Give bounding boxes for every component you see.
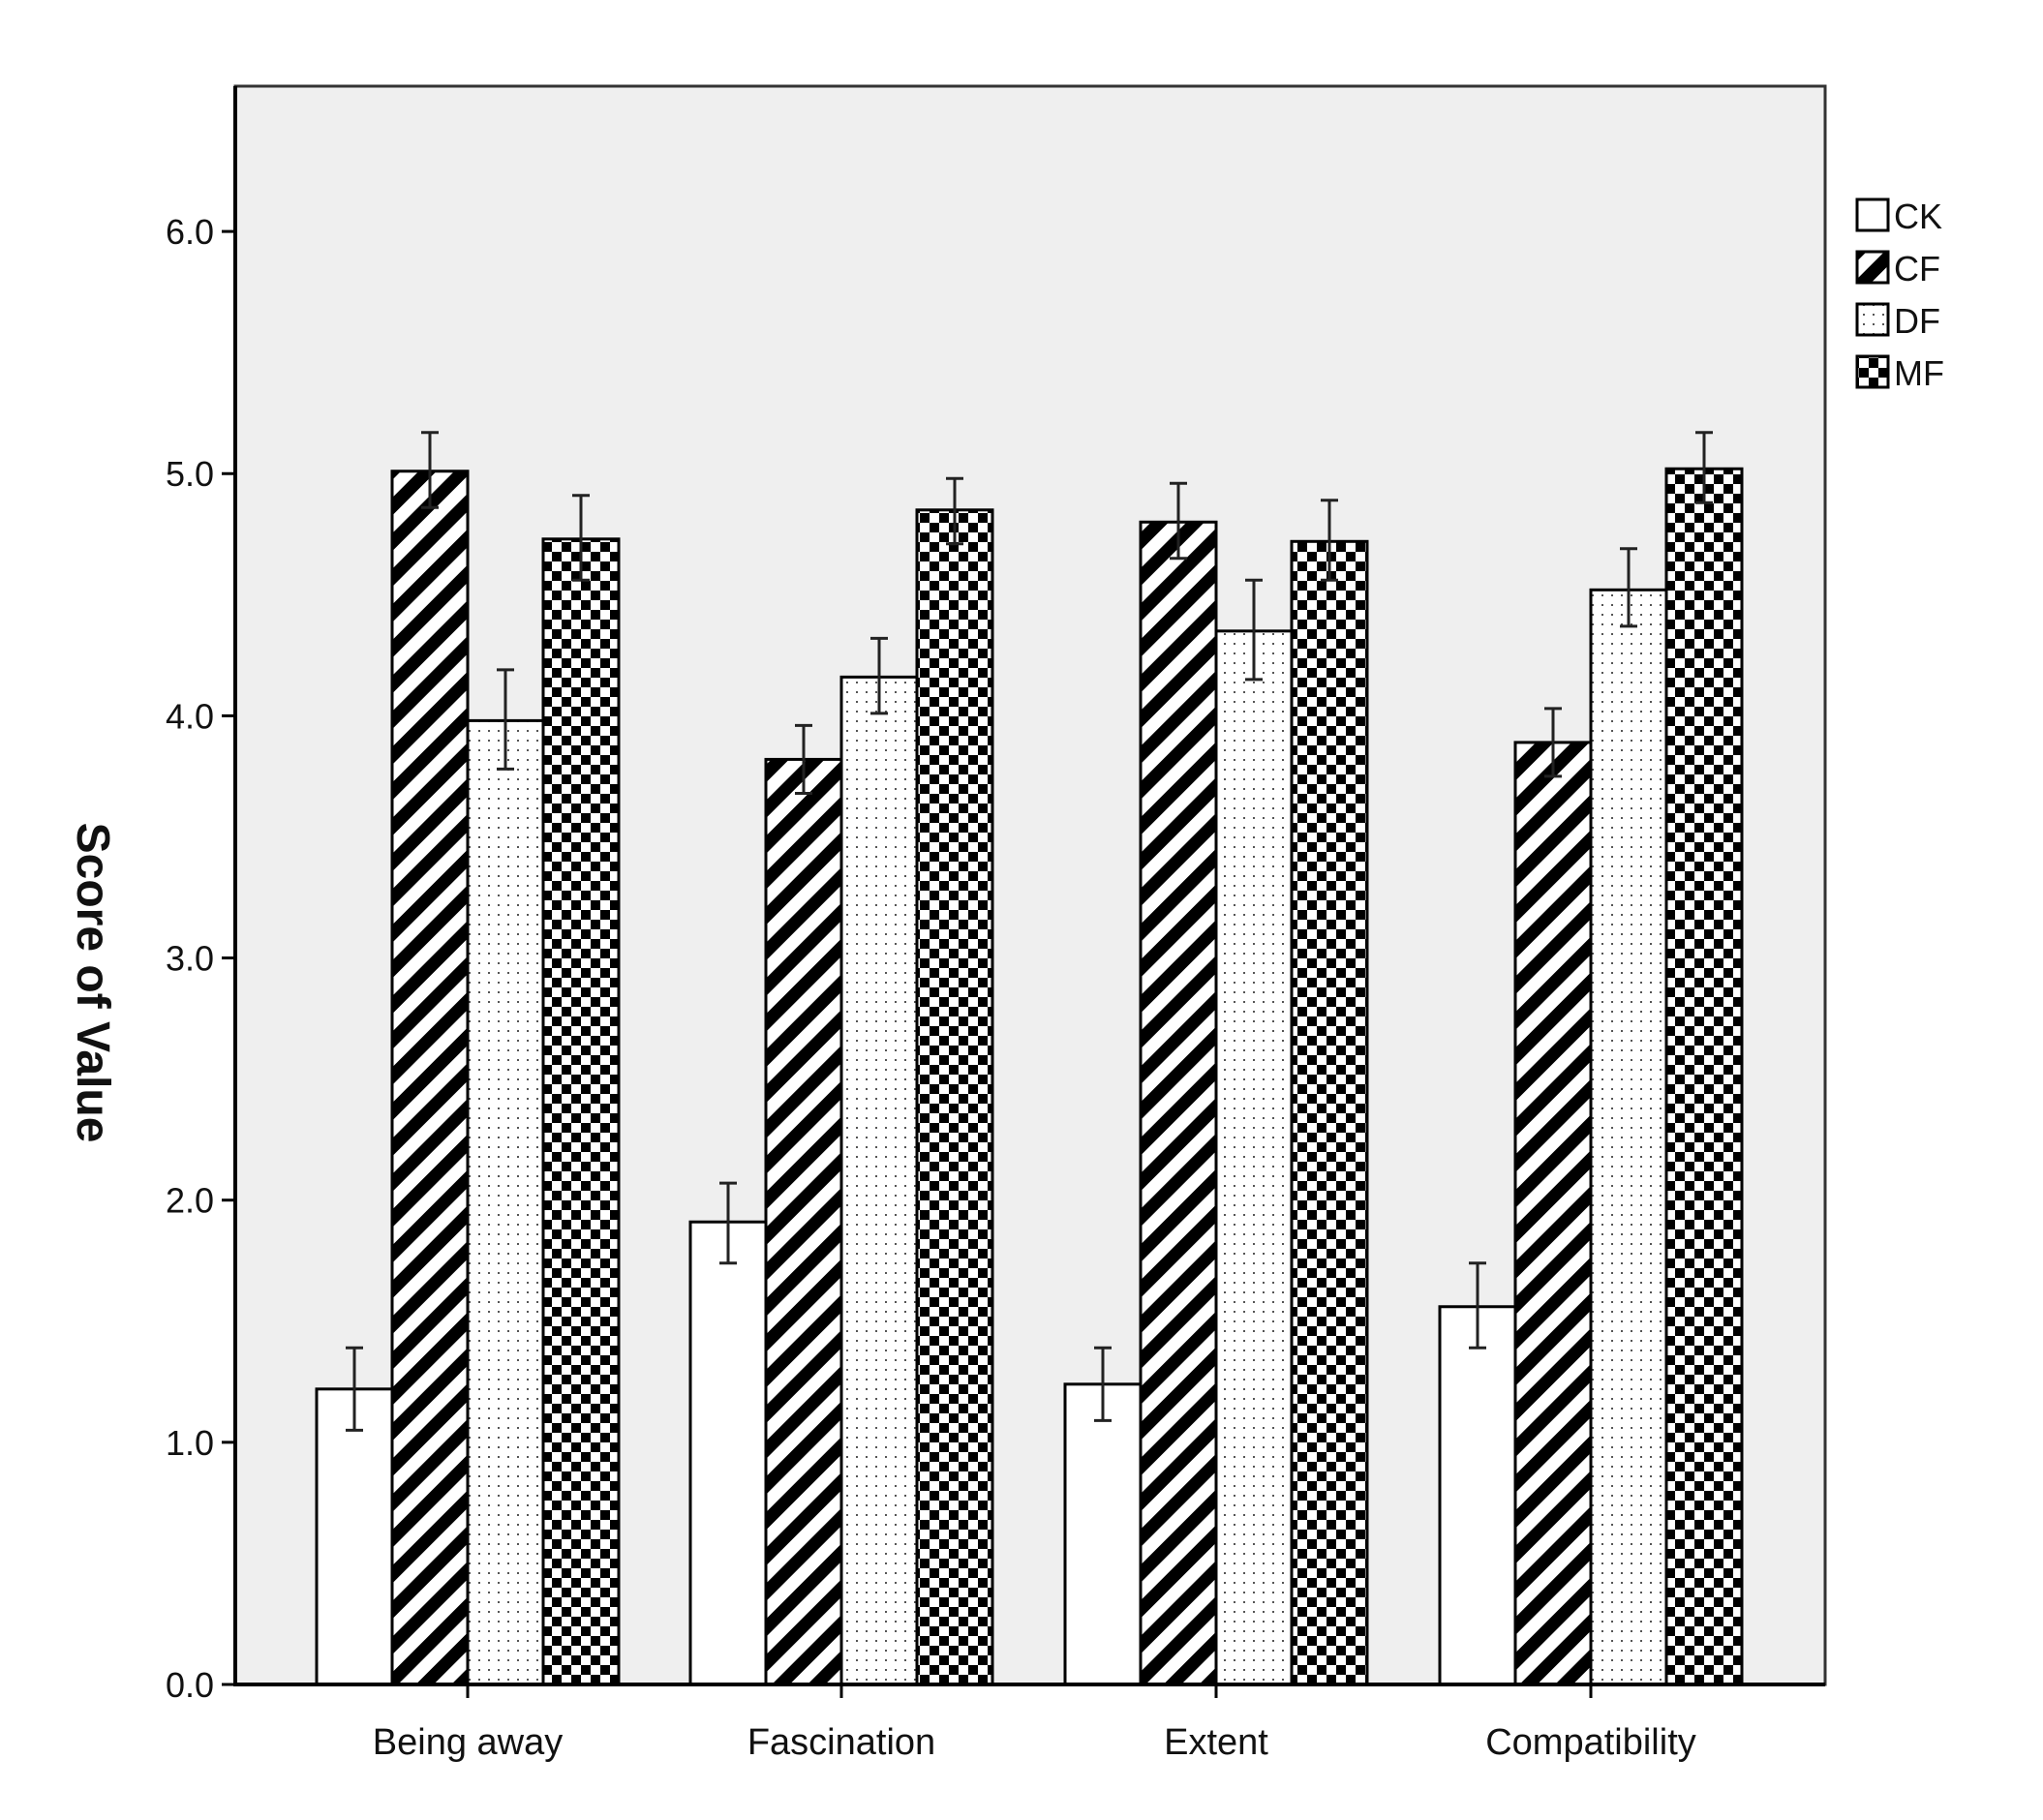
- legend-label-cf: CF: [1894, 249, 1940, 288]
- y-tick-label: 0.0: [166, 1665, 214, 1705]
- x-tick-label: Compatibility: [1485, 1722, 1696, 1763]
- bar-ck-3: [1438, 1305, 1517, 1686]
- y-tick-label: 5.0: [166, 454, 214, 494]
- bar-ck-1: [688, 1220, 768, 1686]
- bar-mf-2: [1290, 539, 1369, 1686]
- y-tick-label: 1.0: [166, 1423, 214, 1463]
- y-tick-label: 4.0: [166, 696, 214, 736]
- bar-cf-3: [1513, 741, 1593, 1686]
- legend-swatch-df: [1855, 302, 1890, 337]
- bar-mf-1: [915, 508, 994, 1686]
- y-tick-label: 3.0: [166, 939, 214, 979]
- bar-mf-0: [541, 537, 621, 1686]
- y-tick-label: 2.0: [166, 1181, 214, 1221]
- legend-label-mf: MF: [1894, 353, 1944, 393]
- x-tick-label: Fascination: [747, 1722, 935, 1763]
- legend-swatch-mf: [1855, 354, 1890, 389]
- legend-label-ck: CK: [1894, 197, 1942, 236]
- bar-ck-0: [315, 1387, 394, 1686]
- bar-df-1: [839, 675, 919, 1686]
- legend-swatch-cf: [1855, 250, 1890, 285]
- bar-mf-3: [1664, 467, 1744, 1686]
- x-tick-label: Extent: [1164, 1722, 1268, 1763]
- y-tick-label: 6.0: [166, 212, 214, 252]
- bar-cf-0: [390, 470, 470, 1686]
- x-tick-label: Being away: [373, 1722, 563, 1763]
- bar-df-0: [466, 718, 545, 1686]
- bar-df-2: [1214, 629, 1294, 1686]
- y-axis-title: Score of Value: [67, 823, 118, 1143]
- bar-df-3: [1589, 588, 1668, 1686]
- legend-swatch-ck: [1855, 197, 1890, 232]
- bar-ck-2: [1063, 1382, 1143, 1686]
- legend-label-df: DF: [1894, 301, 1940, 341]
- bar-cf-1: [764, 757, 843, 1686]
- bar-cf-2: [1139, 520, 1218, 1686]
